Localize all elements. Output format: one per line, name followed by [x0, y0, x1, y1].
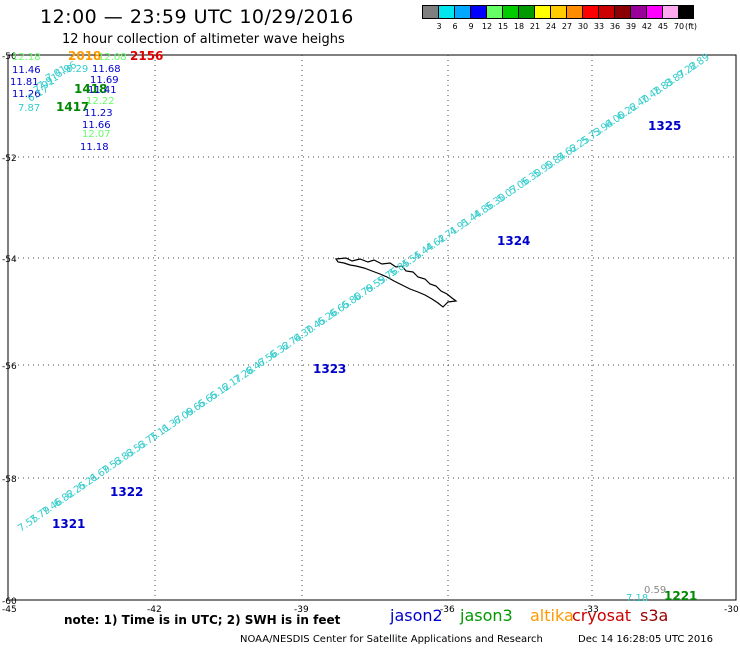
lon-tick-label: -36: [440, 605, 455, 615]
legend-swatch: [550, 5, 566, 19]
lon-tick-label: -33: [584, 605, 599, 615]
lon-tick-label: -45: [2, 605, 17, 615]
pass-label: 1221: [664, 589, 697, 603]
cluster-value: 11.26: [12, 89, 41, 100]
legend-swatch: [582, 5, 598, 19]
legend-unit: (ft): [684, 22, 698, 31]
legend-label: 6: [452, 22, 458, 31]
bottom-value: 7.18: [626, 593, 648, 604]
pass-label: 1324: [497, 234, 530, 248]
legend-label: 30: [577, 22, 589, 31]
legend-swatch: [518, 5, 534, 19]
lon-tick-label: -30: [724, 605, 739, 615]
lat-tick-label: -50: [2, 52, 17, 62]
cluster-value: 7.87: [18, 103, 40, 114]
pass-label: 1321: [52, 517, 85, 531]
legend-label: 12: [481, 22, 493, 31]
satellite-jason3: jason3: [460, 606, 513, 625]
color-legend: [422, 5, 694, 19]
legend-label: 18: [513, 22, 525, 31]
legend-swatch: [486, 5, 502, 19]
page-subtitle: 12 hour collection of altimeter wave hei…: [62, 32, 345, 47]
page-title: 12:00 — 23:59 UTC 10/29/2016: [40, 6, 354, 28]
legend-label: 70: [673, 22, 685, 31]
legend-swatch: [534, 5, 550, 19]
cluster-value: 12.08: [98, 52, 127, 63]
legend-swatch: [598, 5, 614, 19]
legend-label: 3: [436, 22, 442, 31]
note-text: note: 1) Time is in UTC; 2) SWH is in fe…: [64, 613, 341, 627]
lat-tick-label: -56: [2, 362, 17, 372]
legend-swatch: [630, 5, 646, 19]
lon-tick-label: -42: [147, 605, 162, 615]
legend-label: 27: [561, 22, 573, 31]
legend-swatch: [454, 5, 470, 19]
legend-label: 9: [468, 22, 474, 31]
footer-credit: NOAA/NESDIS Center for Satellite Applica…: [240, 634, 543, 645]
legend-label: 45: [657, 22, 669, 31]
cluster-value: 11.66: [82, 120, 111, 131]
cluster-value: 11.18: [80, 142, 109, 153]
lat-tick-label: -58: [2, 475, 17, 485]
footer-timestamp: Dec 14 16:28:05 UTC 2016: [578, 634, 713, 645]
legend-label: 15: [497, 22, 509, 31]
legend-label: 42: [641, 22, 653, 31]
satellite-altika: altika: [530, 606, 574, 625]
legend-swatch: [470, 5, 486, 19]
lon-tick-label: -39: [294, 605, 309, 615]
cluster-value: 11.81: [10, 77, 39, 88]
cluster-value: 11.68: [92, 64, 121, 75]
satellite-jason2: jason2: [390, 606, 443, 625]
bottom-value: 0.59: [644, 585, 666, 596]
cluster-value: 11.69: [90, 75, 119, 86]
island-outline: [334, 257, 458, 308]
legend-swatch: [422, 5, 438, 19]
legend-label: 24: [545, 22, 557, 31]
satellite-cryosat: cryosat: [572, 606, 632, 625]
legend-swatch: [646, 5, 662, 19]
cluster-value: 11.23: [84, 108, 113, 119]
legend-label: 33: [593, 22, 605, 31]
legend-swatch: [662, 5, 678, 19]
pass-label: 1418: [74, 82, 107, 96]
map-border: [7, 54, 737, 601]
cluster-value: 11.41: [88, 85, 117, 96]
cluster-value: 6.29: [66, 64, 88, 75]
pass-label: 1323: [313, 362, 346, 376]
satellite-s3a: s3a: [640, 606, 669, 625]
legend-swatch: [566, 5, 582, 19]
cluster-value: 11.46: [12, 65, 41, 76]
cluster-value: 12.07: [82, 129, 111, 140]
lat-tick-label: -52: [2, 154, 17, 164]
cluster-value: 12.18: [12, 52, 41, 63]
legend-label: 21: [529, 22, 541, 31]
lat-tick-label: -60: [2, 597, 17, 607]
lat-tick-label: -54: [2, 255, 17, 265]
legend-label: 36: [609, 22, 621, 31]
pass-label: 1325: [648, 119, 681, 133]
pass-label: 1322: [110, 485, 143, 499]
legend-swatch: [678, 5, 694, 19]
cluster-value: 12.22: [86, 96, 115, 107]
pass-label: 2156: [130, 49, 163, 63]
legend-label: 39: [625, 22, 637, 31]
legend-swatch: [502, 5, 518, 19]
pass-label: 1417: [56, 100, 89, 114]
legend-swatch: [614, 5, 630, 19]
pass-label: 2018: [68, 49, 101, 63]
legend-swatch: [438, 5, 454, 19]
